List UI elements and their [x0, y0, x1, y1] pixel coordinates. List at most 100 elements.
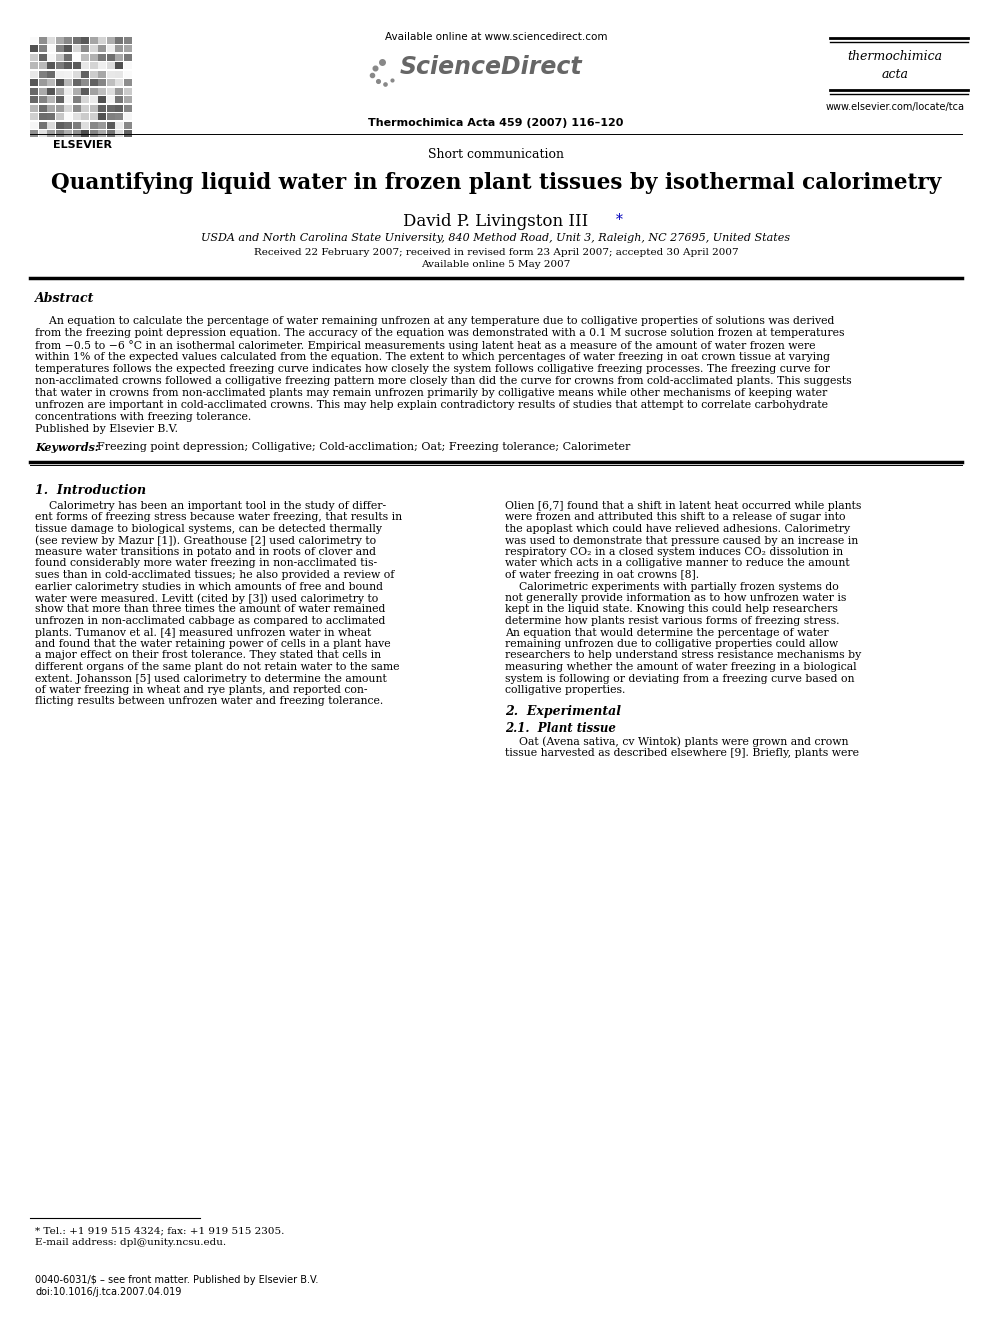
Bar — [30, 122, 38, 128]
Text: sues than in cold-acclimated tissues; he also provided a review of: sues than in cold-acclimated tissues; he… — [35, 570, 395, 579]
Text: were frozen and attributed this shift to a release of sugar into: were frozen and attributed this shift to… — [505, 512, 845, 523]
Text: was used to demonstrate that pressure caused by an increase in: was used to demonstrate that pressure ca… — [505, 536, 858, 545]
Bar — [56, 37, 63, 44]
Bar — [81, 45, 89, 52]
Bar — [47, 79, 55, 86]
Bar — [64, 87, 72, 94]
Bar — [115, 122, 123, 128]
Text: Short communication: Short communication — [428, 148, 564, 161]
Bar — [98, 97, 106, 103]
Bar — [89, 112, 97, 120]
Text: researchers to help understand stress resistance mechanisms by: researchers to help understand stress re… — [505, 651, 861, 660]
Text: non-acclimated crowns followed a colligative freezing pattern more closely than : non-acclimated crowns followed a colliga… — [35, 376, 851, 386]
Bar — [115, 70, 123, 78]
Bar — [89, 45, 97, 52]
Text: within 1% of the expected values calculated from the equation. The extent to whi: within 1% of the expected values calcula… — [35, 352, 830, 363]
Bar — [89, 122, 97, 128]
Text: unfrozen in non-acclimated cabbage as compared to acclimated: unfrozen in non-acclimated cabbage as co… — [35, 617, 385, 626]
Bar — [89, 97, 97, 103]
Bar — [115, 130, 123, 138]
Bar — [98, 62, 106, 69]
Bar — [106, 105, 114, 111]
Bar — [72, 79, 80, 86]
Bar — [39, 79, 47, 86]
Text: flicting results between unfrozen water and freezing tolerance.: flicting results between unfrozen water … — [35, 696, 383, 706]
Bar — [64, 97, 72, 103]
Text: E-mail address: dpl@unity.ncsu.edu.: E-mail address: dpl@unity.ncsu.edu. — [35, 1238, 226, 1248]
Bar — [47, 70, 55, 78]
Bar — [123, 97, 132, 103]
Bar — [56, 79, 63, 86]
Text: show that more than three times the amount of water remained: show that more than three times the amou… — [35, 605, 385, 614]
Bar — [64, 112, 72, 120]
Bar — [56, 87, 63, 94]
Text: ScienceDirect: ScienceDirect — [400, 56, 582, 79]
Bar — [56, 45, 63, 52]
Bar — [47, 37, 55, 44]
Text: plants. Tumanov et al. [4] measured unfrozen water in wheat: plants. Tumanov et al. [4] measured unfr… — [35, 627, 371, 638]
Text: Freezing point depression; Colligative; Cold-acclimation; Oat; Freezing toleranc: Freezing point depression; Colligative; … — [90, 442, 630, 452]
Bar — [89, 79, 97, 86]
Text: Thermochimica Acta 459 (2007) 116–120: Thermochimica Acta 459 (2007) 116–120 — [368, 118, 624, 128]
Bar — [81, 130, 89, 138]
Bar — [123, 53, 132, 61]
Bar — [39, 105, 47, 111]
Bar — [89, 105, 97, 111]
Bar — [115, 105, 123, 111]
Bar — [30, 105, 38, 111]
Bar — [98, 112, 106, 120]
Bar — [39, 130, 47, 138]
Bar — [123, 37, 132, 44]
Bar — [89, 53, 97, 61]
Bar — [30, 53, 38, 61]
Bar — [64, 45, 72, 52]
Bar — [47, 97, 55, 103]
Bar — [47, 105, 55, 111]
Text: thermochimica: thermochimica — [847, 50, 942, 64]
Bar — [106, 37, 114, 44]
Text: colligative properties.: colligative properties. — [505, 685, 625, 695]
Bar — [72, 122, 80, 128]
Text: water which acts in a colligative manner to reduce the amount: water which acts in a colligative manner… — [505, 558, 849, 569]
Bar — [72, 45, 80, 52]
Bar — [47, 53, 55, 61]
Bar — [89, 130, 97, 138]
Bar — [39, 112, 47, 120]
Bar — [89, 70, 97, 78]
Bar — [56, 105, 63, 111]
Bar — [123, 62, 132, 69]
Bar — [81, 87, 89, 94]
Bar — [64, 122, 72, 128]
Bar — [106, 87, 114, 94]
Bar — [115, 87, 123, 94]
Text: doi:10.1016/j.tca.2007.04.019: doi:10.1016/j.tca.2007.04.019 — [35, 1287, 182, 1297]
Text: different organs of the same plant do not retain water to the same: different organs of the same plant do no… — [35, 662, 400, 672]
Bar — [56, 62, 63, 69]
Bar — [64, 53, 72, 61]
Bar — [30, 70, 38, 78]
Bar — [47, 112, 55, 120]
Text: measuring whether the amount of water freezing in a biological: measuring whether the amount of water fr… — [505, 662, 857, 672]
Bar — [47, 130, 55, 138]
Text: Abstract: Abstract — [35, 292, 94, 306]
Bar — [30, 79, 38, 86]
Text: from the freezing point depression equation. The accuracy of the equation was de: from the freezing point depression equat… — [35, 328, 844, 337]
Bar — [56, 122, 63, 128]
Bar — [123, 122, 132, 128]
Bar — [89, 87, 97, 94]
Bar — [39, 87, 47, 94]
Bar — [81, 79, 89, 86]
Bar — [106, 45, 114, 52]
Text: found considerably more water freezing in non-acclimated tis-: found considerably more water freezing i… — [35, 558, 377, 569]
Text: 2.1.  Plant tissue: 2.1. Plant tissue — [505, 721, 616, 734]
Text: Available online 5 May 2007: Available online 5 May 2007 — [422, 261, 570, 269]
Bar — [106, 62, 114, 69]
Bar — [81, 105, 89, 111]
Bar — [64, 130, 72, 138]
Text: (see review by Mazur [1]). Greathouse [2] used calorimetry to: (see review by Mazur [1]). Greathouse [2… — [35, 536, 376, 546]
Text: that water in crowns from non-acclimated plants may remain unfrozen primarily by: that water in crowns from non-acclimated… — [35, 388, 827, 398]
Text: Received 22 February 2007; received in revised form 23 April 2007; accepted 30 A: Received 22 February 2007; received in r… — [254, 247, 738, 257]
Bar — [72, 97, 80, 103]
Bar — [98, 105, 106, 111]
Bar — [89, 62, 97, 69]
